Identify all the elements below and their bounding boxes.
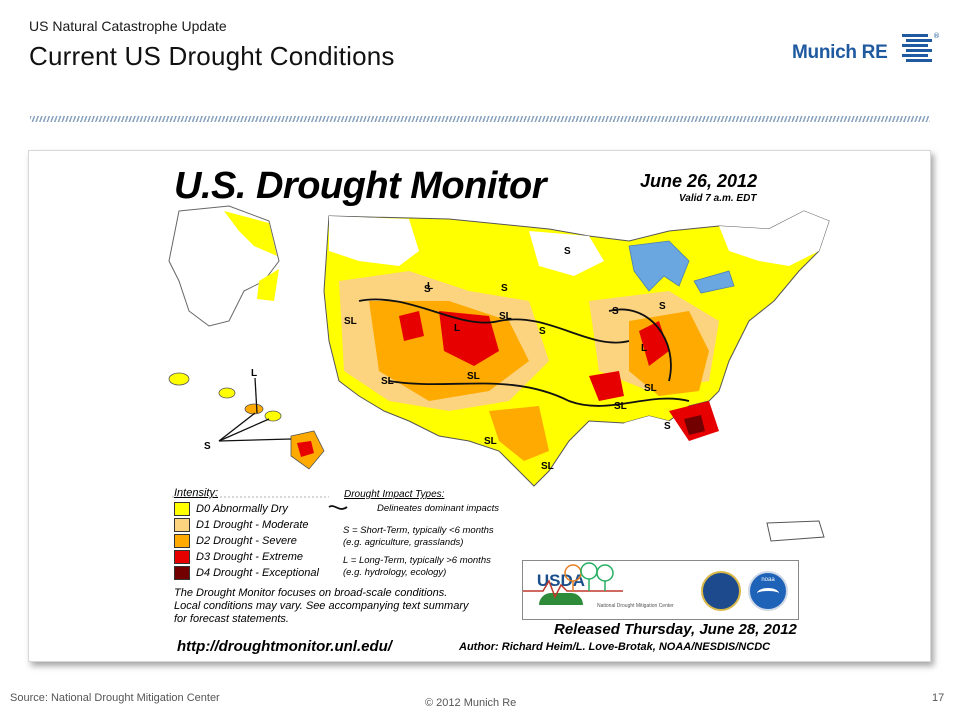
svg-text:L: L (251, 368, 257, 379)
region-label: SL (467, 371, 480, 382)
region-label: SL (499, 311, 512, 322)
legend-swatch-d4 (174, 566, 190, 580)
logo-text: Munich RE (792, 42, 888, 63)
header-divider (30, 116, 930, 122)
region-label: SL (344, 316, 357, 327)
noaa-gull-icon (757, 588, 779, 599)
legend-d2: D2 Drought - Severe (174, 533, 319, 549)
region-label: S (539, 326, 546, 337)
impact-long-term: L = Long-Term, typically >6 months (e.g.… (343, 555, 543, 579)
map-disclaimer-line-3: for forecast statements. (174, 613, 289, 625)
impact-line-sample (328, 505, 348, 510)
region-label: S (564, 246, 571, 257)
map-author: Author: Richard Heim/L. Love-Brotak, NOA… (459, 641, 771, 653)
intensity-legend: D0 Abnormally Dry D1 Drought - Moderate … (174, 501, 319, 581)
legend-d0: D0 Abnormally Dry (174, 501, 319, 517)
slide-title: Current US Drought Conditions (29, 41, 395, 71)
map-title: U.S. Drought Monitor (174, 165, 547, 207)
region-label: SL (484, 436, 497, 447)
copyright: © 2012 Munich Re (425, 697, 517, 709)
us-map-graphic: S L (168, 205, 830, 542)
impact-short-term: S = Short-Term, typically <6 months (e.g… (343, 525, 543, 549)
upper-midwest-nodrought (529, 231, 604, 276)
impact-line-1 (358, 298, 630, 344)
region-label: L (427, 281, 434, 292)
legend-d4: D4 Drought - Exceptional (174, 565, 319, 581)
region-label: S (664, 421, 671, 432)
ndmc-logo-text: National Drought Mitigation Center (597, 603, 674, 609)
region-label: SL (541, 461, 554, 472)
impact-long-term-example: (e.g. hydrology, ecology) (343, 567, 447, 578)
impact-long-term-text: L = Long-Term, typically >6 months (343, 555, 491, 566)
map-date: June 26, 2012 (640, 171, 758, 191)
deck-subtitle: US Natural Catastrophe Update (29, 18, 227, 34)
northeast-nodrought (719, 211, 829, 266)
region-label: S (612, 306, 619, 317)
noaa-seal-icon: noaa (748, 571, 788, 611)
munich-re-mark-icon: ® (902, 32, 940, 62)
region-label: SL (614, 401, 627, 412)
source-credit: Source: National Drought Mitigation Cent… (10, 692, 220, 704)
map-valid-time: Valid 7 a.m. EDT (679, 193, 757, 204)
region-label: S (501, 283, 508, 294)
impact-short-term-example: (e.g. agriculture, grasslands) (343, 537, 464, 548)
drought-monitor-url: http://droughtmonitor.unl.edu/ (177, 638, 392, 655)
florida-nodrought (624, 416, 689, 471)
great-lakes (628, 240, 690, 292)
d3-arkansas (589, 371, 624, 401)
legend-label-d4: D4 Drought - Exceptional (196, 567, 319, 579)
impact-line-3 (608, 308, 672, 382)
legend-label-d1: D1 Drought - Moderate (196, 519, 309, 531)
ndmc-tree-icon (523, 562, 623, 599)
d3-colorado (439, 311, 499, 366)
region-label: L (454, 323, 461, 334)
impact-line-2 (388, 380, 690, 407)
alaska-d0-2 (257, 269, 279, 301)
map-disclaimer: The Drought Monitor focuses on broad-sca… (174, 587, 514, 626)
northwest-nodrought (329, 216, 419, 266)
impact-line-caption: Delineates dominant impacts (377, 503, 499, 514)
legend-swatch-d2 (174, 534, 190, 548)
drought-monitor-map: S L SL SL SL SL SL SL SL SL S S S S S S S L L L U.S. Drou… (28, 150, 931, 662)
d4-georgia (684, 415, 705, 435)
svg-text:®: ® (933, 32, 940, 40)
alaska-d0 (224, 211, 277, 256)
impact-types-title: Drought Impact Types: (344, 489, 445, 500)
lake-erie (693, 270, 735, 294)
intensity-legend-title: Intensity: (174, 487, 219, 499)
legend-swatch-d1 (174, 518, 190, 532)
hawaii-islands: S L (168, 368, 325, 470)
legend-d1: D1 Drought - Moderate (174, 517, 319, 533)
munich-re-logo: Munich RE ® (792, 30, 942, 70)
noaa-seal-text: noaa (761, 577, 775, 583)
commerce-seal-icon (701, 571, 741, 611)
legend-swatch-d0 (174, 502, 190, 516)
impact-short-term-text: S = Short-Term, typically <6 months (343, 525, 494, 536)
region-label: S (659, 301, 666, 312)
usda-hill-icon (539, 593, 583, 605)
legend-swatch-d3 (174, 550, 190, 564)
d3-utah (399, 311, 424, 341)
map-disclaimer-line-1: The Drought Monitor focuses on broad-sca… (174, 587, 448, 599)
legend-d3: D3 Drought - Extreme (174, 549, 319, 565)
agency-logos-box: USDA National Drought Mitigation Center … (522, 560, 799, 620)
d2-texas (489, 406, 549, 461)
region-label: L (641, 343, 648, 354)
svg-text:S: S (204, 441, 211, 452)
legend-label-d3: D3 Drought - Extreme (196, 551, 303, 563)
page-number: 17 (932, 692, 945, 704)
region-label: S (424, 284, 431, 295)
legend-label-d2: D2 Drought - Severe (196, 535, 297, 547)
region-label: SL (644, 383, 657, 394)
release-date: Released Thursday, June 28, 2012 (554, 621, 797, 638)
region-label: SL (381, 376, 394, 387)
puerto-rico-shape (766, 520, 825, 542)
map-disclaimer-line-2: Local conditions may vary. See accompany… (174, 600, 469, 612)
legend-label-d0: D0 Abnormally Dry (196, 503, 288, 515)
